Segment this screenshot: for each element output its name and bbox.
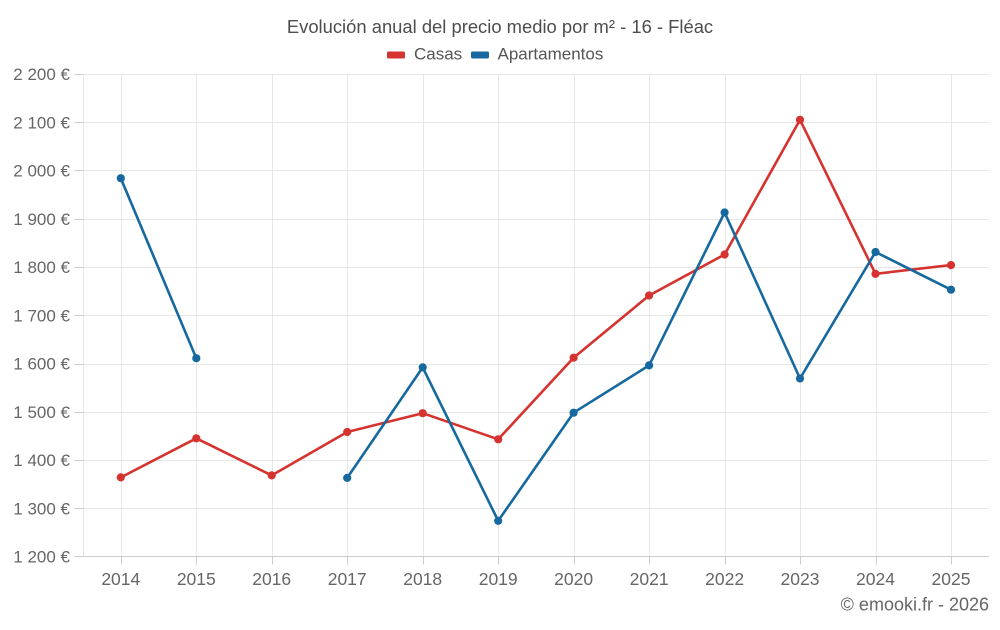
svg-text:2 000 €: 2 000 € (13, 162, 70, 181)
svg-text:© emooki.fr - 2026: © emooki.fr - 2026 (841, 595, 989, 615)
svg-text:1 400 €: 1 400 € (13, 451, 70, 470)
svg-text:2021: 2021 (630, 569, 669, 589)
svg-text:1 500 €: 1 500 € (13, 403, 70, 422)
svg-text:2019: 2019 (479, 569, 518, 589)
svg-text:2020: 2020 (554, 569, 593, 589)
svg-text:2 100 €: 2 100 € (13, 113, 70, 132)
svg-text:2025: 2025 (932, 569, 971, 589)
svg-text:2016: 2016 (252, 569, 291, 589)
svg-text:2018: 2018 (403, 569, 442, 589)
svg-text:1 200 €: 1 200 € (13, 548, 70, 567)
svg-text:Evolución anual del precio med: Evolución anual del precio medio por m² … (287, 16, 713, 37)
svg-text:2 200 €: 2 200 € (13, 65, 70, 84)
svg-text:2022: 2022 (705, 569, 744, 589)
svg-text:1 900 €: 1 900 € (13, 210, 70, 229)
svg-text:2017: 2017 (328, 569, 367, 589)
svg-text:2024: 2024 (856, 569, 895, 589)
svg-text:1 700 €: 1 700 € (13, 306, 70, 325)
svg-text:Casas: Casas (414, 45, 462, 64)
svg-text:2015: 2015 (177, 569, 216, 589)
svg-text:1 800 €: 1 800 € (13, 258, 70, 277)
svg-text:1 300 €: 1 300 € (13, 500, 70, 519)
svg-text:2014: 2014 (101, 569, 140, 589)
svg-text:Apartamentos: Apartamentos (498, 45, 604, 64)
svg-text:2023: 2023 (781, 569, 820, 589)
svg-text:1 600 €: 1 600 € (13, 355, 70, 374)
